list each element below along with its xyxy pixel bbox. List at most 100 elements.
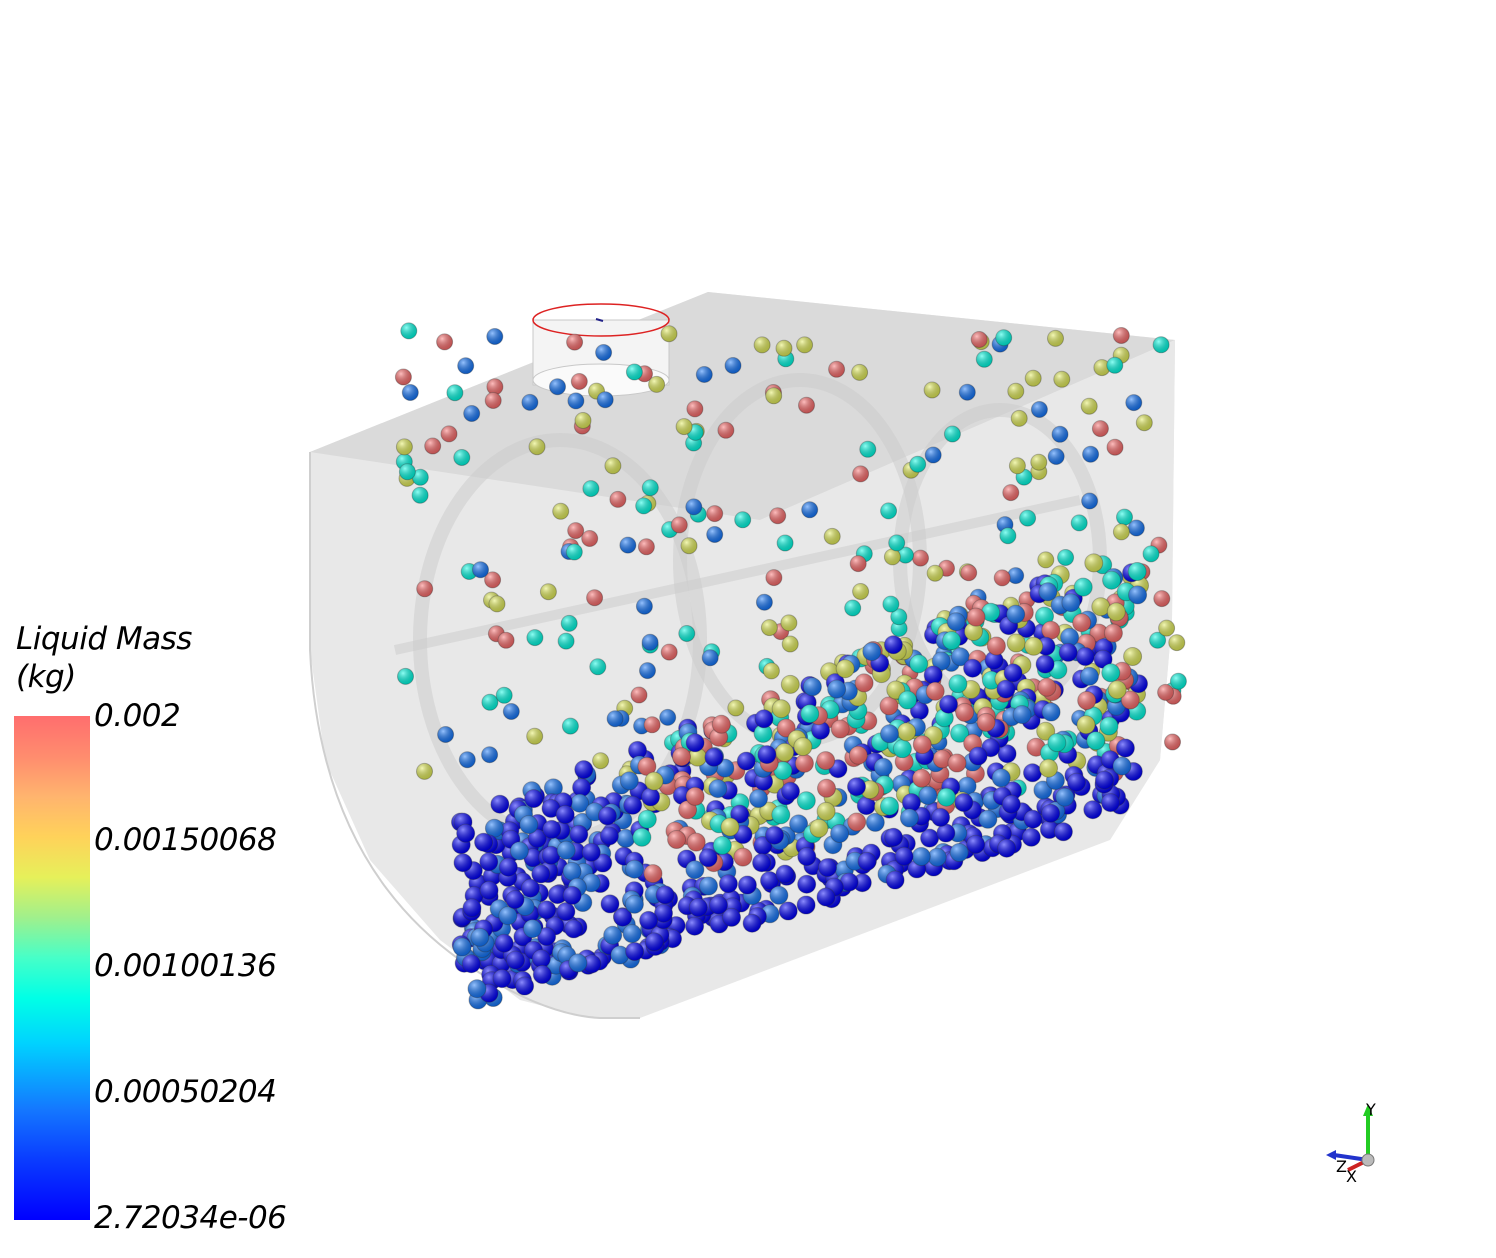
- particle-shading: [644, 864, 662, 883]
- colorbar-title-line1: Liquid Mass: [16, 621, 192, 657]
- particle-shading: [607, 710, 624, 727]
- particle-shading: [562, 718, 579, 735]
- particle-shading: [789, 814, 808, 833]
- particle-shading: [515, 977, 534, 995]
- particle-shading: [636, 598, 653, 615]
- particle-shading: [686, 787, 705, 806]
- particle-shading: [897, 547, 914, 564]
- particle-shading: [797, 875, 816, 894]
- particle-shading: [639, 911, 658, 930]
- particle-shading: [884, 828, 903, 847]
- particle-shading: [1053, 371, 1070, 388]
- particle-shading: [463, 405, 480, 422]
- particle-shading: [853, 873, 872, 892]
- particle-shading: [567, 392, 584, 409]
- particle-shading: [1013, 705, 1032, 724]
- particle-shading: [704, 748, 723, 767]
- particle-shading: [575, 412, 591, 429]
- particle-shading: [754, 724, 773, 743]
- particle-shading: [638, 810, 657, 829]
- particle-shading: [706, 526, 723, 543]
- particle-shading: [1104, 624, 1123, 643]
- particle-shading: [556, 902, 575, 921]
- particle-shading: [1136, 414, 1153, 431]
- particle-shading: [816, 751, 835, 770]
- particle-shading: [912, 847, 931, 866]
- particle-shading: [696, 366, 713, 383]
- particle-shading: [399, 463, 416, 480]
- particle-shading: [909, 654, 928, 673]
- particle-shading: [924, 382, 941, 398]
- particle-shading: [948, 754, 966, 772]
- particle-shading: [672, 747, 691, 766]
- particle-shading: [781, 782, 800, 801]
- particle-shading: [463, 898, 481, 917]
- particle-shading: [950, 843, 969, 862]
- particle-shading: [589, 658, 606, 675]
- particle-shading: [397, 668, 414, 685]
- particle-shading: [496, 687, 513, 704]
- particle-shading: [1054, 822, 1073, 841]
- particle-shading: [977, 713, 996, 732]
- particle-shading: [582, 873, 601, 892]
- particle-shading: [760, 871, 779, 890]
- particle-shading: [519, 815, 538, 834]
- particle-shading: [775, 743, 794, 762]
- particle-shading: [537, 927, 556, 946]
- particle-shading: [797, 896, 816, 914]
- particle-shading: [800, 704, 819, 723]
- particle-shading: [474, 833, 493, 852]
- particle-shading: [595, 344, 612, 361]
- particle-shading: [1143, 545, 1159, 562]
- particle-shading: [987, 637, 1006, 655]
- colorbar-title-line2: (kg): [16, 659, 76, 695]
- particle-shading: [796, 336, 813, 353]
- particle-shading: [402, 384, 419, 401]
- particle-shading: [566, 334, 583, 351]
- particle-shading: [498, 632, 515, 649]
- particle-shading: [416, 763, 433, 780]
- particle-shading: [574, 760, 593, 779]
- particle-shading: [898, 691, 917, 709]
- particle-shading: [626, 364, 643, 380]
- particle-shading: [637, 757, 656, 776]
- particle-shading: [1009, 457, 1026, 474]
- particle-shading: [598, 806, 617, 825]
- particle-shading: [880, 502, 897, 519]
- particle-shading: [1093, 359, 1110, 376]
- particle-shading: [918, 786, 937, 805]
- particle-shading: [874, 758, 893, 777]
- particle-shading: [927, 565, 944, 582]
- particle-shading: [526, 629, 543, 646]
- particle-shading: [803, 677, 822, 696]
- particle-shading: [1033, 781, 1052, 800]
- particle-shading: [1041, 621, 1060, 640]
- colorbar-gradient: [14, 716, 90, 1220]
- particle-shading: [699, 877, 718, 895]
- particle-shading: [1060, 628, 1079, 647]
- particle-shading: [859, 441, 876, 458]
- particle-shading: [882, 596, 899, 613]
- particle-shading: [489, 595, 505, 612]
- particle-shading: [510, 841, 529, 860]
- particle-shading: [752, 853, 771, 872]
- particle-shading: [1048, 448, 1065, 465]
- particle-shading: [860, 780, 879, 799]
- particle-shading: [880, 724, 899, 743]
- particle-shading: [734, 511, 751, 528]
- particle-shading: [931, 808, 950, 827]
- particle-shading: [400, 322, 417, 339]
- particle-shading: [548, 885, 567, 904]
- particle-shading: [719, 874, 738, 893]
- particle-shading: [1023, 763, 1042, 782]
- particle-shading: [771, 805, 790, 824]
- particle-shading: [824, 528, 841, 545]
- particle-shading: [753, 836, 772, 855]
- particle-shading: [604, 457, 621, 474]
- particle-shading: [586, 589, 603, 606]
- particle-shading: [472, 561, 489, 578]
- particle-shading: [1153, 336, 1170, 353]
- particle-shading: [817, 779, 836, 798]
- particle-shading: [1024, 637, 1043, 656]
- particle-shading: [939, 695, 958, 714]
